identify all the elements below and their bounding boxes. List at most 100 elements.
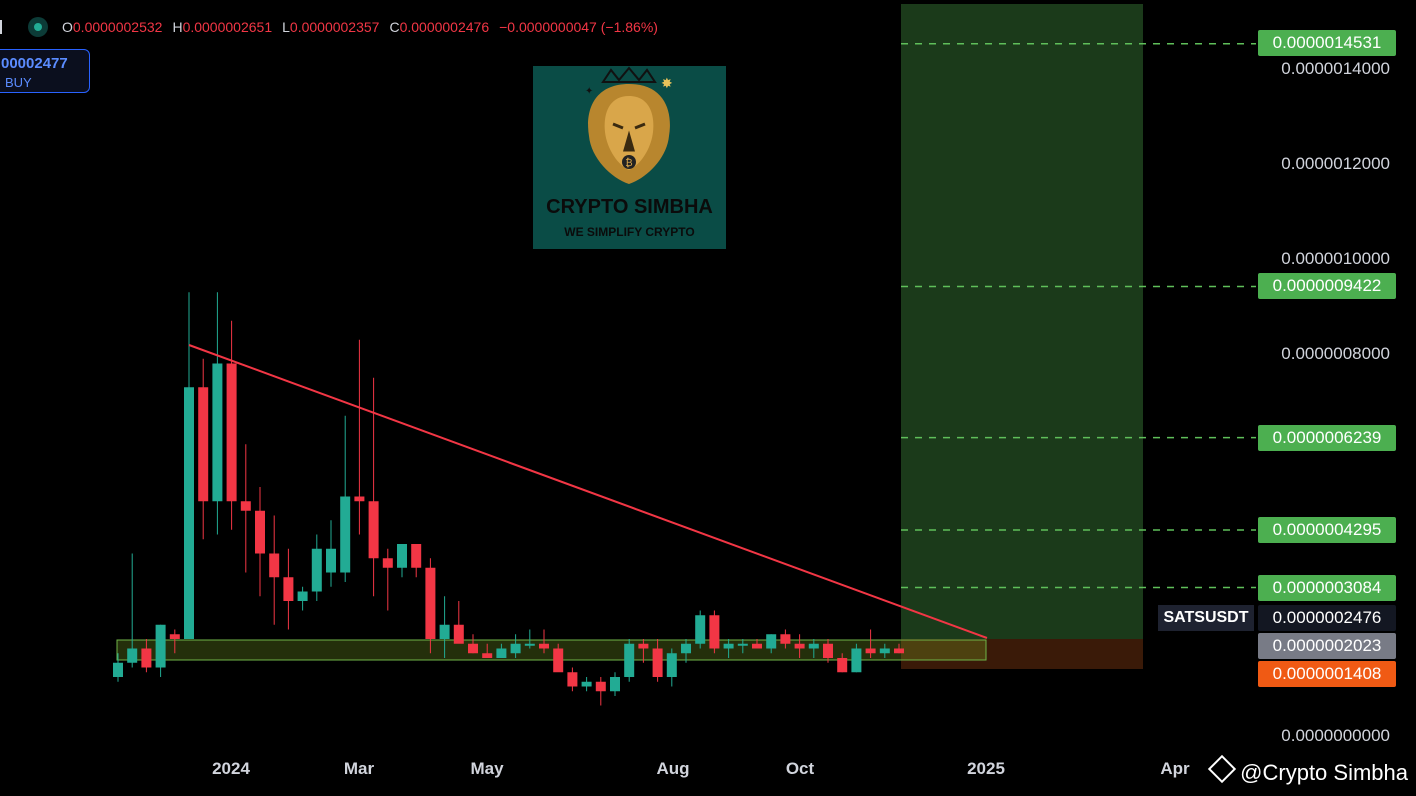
stop-zone [901, 639, 1143, 669]
y-tick-label: 0.0000012000 [1281, 154, 1390, 173]
candle-down [382, 558, 393, 568]
candle-up [184, 387, 194, 639]
candle-down [411, 544, 422, 568]
candle-up [681, 643, 691, 654]
y-tick-label: 0.0000010000 [1281, 249, 1390, 268]
x-tick-label: Mar [343, 759, 375, 778]
logo-title: CRYPTO SIMBHA [546, 196, 713, 218]
target-level-lines [901, 43, 1256, 589]
candle-up [510, 643, 521, 654]
buy-button[interactable]: 00002477 BUY [0, 49, 90, 93]
candle-up [695, 615, 706, 644]
candle-down [865, 648, 876, 654]
candle-down [283, 577, 294, 601]
candle-down [169, 634, 180, 639]
low-key: L [282, 19, 290, 35]
x-tick-label: Aug [656, 759, 690, 778]
candle-up [879, 648, 890, 654]
candle-up [581, 681, 592, 687]
candle-up [311, 548, 322, 592]
candle-up [113, 662, 123, 677]
candle-down [539, 643, 549, 649]
candle-up [340, 496, 351, 573]
candle-down [553, 648, 564, 673]
candle-down [453, 624, 464, 644]
last-price-tag: 0.0000002476 [1258, 605, 1396, 631]
candle-up [737, 643, 748, 646]
candle-up [439, 624, 450, 639]
svg-text:✦: ✦ [585, 86, 593, 97]
stop-price-tag: 0.0000001408 [1258, 661, 1396, 687]
x-tick-label: 2025 [967, 759, 1005, 778]
buy-label: BUY [5, 75, 32, 90]
close-key: C [389, 19, 400, 35]
crypto-simbha-logo: ₿ ✸ ✦ CRYPTO SIMBHA WE SIMPLIFY CRYPTO [533, 66, 726, 249]
x-tick-label: Apr [1160, 759, 1190, 778]
candle-up [723, 643, 734, 649]
candle-down [240, 501, 251, 511]
candle-up [524, 643, 535, 646]
candle-up [155, 624, 166, 668]
legend-edge [0, 20, 2, 34]
svg-text:₿: ₿ [625, 157, 632, 169]
candle-up [766, 634, 777, 649]
target-tag-4: 0.0000004295 [1258, 517, 1396, 543]
candle-down [823, 643, 833, 658]
status-dot-icon [28, 17, 48, 37]
y-tick-label: 0.0000014000 [1281, 59, 1390, 78]
high-key: H [172, 19, 183, 35]
x-tick-label: Oct [785, 759, 815, 778]
descending-trendline [188, 344, 988, 639]
candle-down [468, 643, 478, 654]
x-tick-label: 2024 [212, 759, 250, 778]
open-value: 0.0000002532 [72, 19, 163, 35]
close-value: 0.0000002476 [399, 19, 490, 35]
candle-down [709, 615, 720, 649]
candle-down [595, 681, 606, 692]
candle-down [894, 648, 904, 654]
ohlc-legend: O0.0000002532 H0.0000002651 L0.0000002357 C… [0, 17, 668, 37]
candle-up [624, 643, 635, 677]
candle-up [496, 648, 507, 658]
high-value: 0.0000002651 [182, 19, 273, 35]
candle-down [794, 643, 805, 649]
y-tick-label: 0.0000008000 [1281, 344, 1390, 363]
target-tag-5: 0.0000003084 [1258, 575, 1396, 601]
candle-down [482, 653, 493, 658]
svg-text:✸: ✸ [661, 76, 673, 92]
target-tag-1: 0.0000014531 [1258, 30, 1396, 56]
symbol-label: SATSUSDT [1158, 605, 1254, 631]
x-tick-label: May [470, 759, 504, 778]
candle-down [354, 496, 365, 502]
binance-icon [1208, 754, 1237, 784]
candle-up [397, 544, 407, 568]
candles [113, 292, 904, 706]
candle-up [808, 643, 819, 649]
candle-down [141, 648, 152, 668]
candle-down [780, 634, 791, 644]
candle-up [297, 591, 308, 601]
candle-up [666, 653, 677, 677]
watermark: @Crypto Simbha [1208, 754, 1408, 786]
change-value: −0.0000000047 (−1.86%) [499, 19, 658, 35]
y-tick-label: 0.0000000000 [1281, 726, 1390, 745]
candle-down [638, 643, 649, 649]
open-key: O [62, 19, 73, 35]
target-tag-3: 0.0000006239 [1258, 425, 1396, 451]
candle-down [425, 567, 436, 639]
entry-price-tag: 0.0000002023 [1258, 633, 1396, 659]
candle-up [212, 363, 223, 502]
buy-price: 00002477 [1, 55, 68, 72]
candle-down [837, 658, 848, 673]
candle-up [127, 648, 138, 663]
candle-down [198, 387, 209, 502]
logo-subtitle: WE SIMPLIFY CRYPTO [564, 225, 695, 239]
candle-down [567, 672, 578, 687]
candle-down [652, 648, 663, 677]
candle-down [752, 643, 762, 649]
candle-down [255, 510, 265, 554]
candle-down [368, 501, 379, 559]
watermark-text: @Crypto Simbha [1240, 760, 1408, 785]
candle-down [269, 553, 280, 578]
